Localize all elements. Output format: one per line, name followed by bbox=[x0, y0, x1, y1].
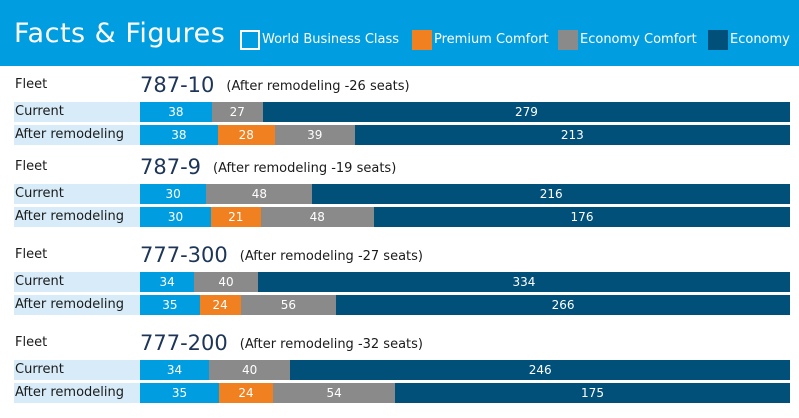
fleet-label: Fleet bbox=[15, 247, 48, 262]
header-banner: Facts & Figures World Business Class Prem… bbox=[0, 0, 799, 66]
legend-swatch bbox=[708, 30, 728, 50]
bar-segment: 279 bbox=[262, 102, 790, 122]
legend-label: Premium Comfort bbox=[434, 32, 549, 47]
bar-segment: 35 bbox=[140, 383, 219, 403]
aircraft-model: 787-10 bbox=[140, 73, 215, 97]
legend-swatch bbox=[412, 30, 432, 50]
fleet-label: Fleet bbox=[15, 77, 48, 92]
stacked-bar: 38 28 39 213 bbox=[140, 125, 790, 145]
bar-segment: 24 bbox=[218, 383, 274, 403]
aircraft-model: 787-9 bbox=[140, 155, 202, 179]
aircraft-model: 777-200 bbox=[140, 331, 228, 355]
bar-segment: 54 bbox=[273, 383, 396, 403]
bar-segment: 40 bbox=[209, 360, 291, 380]
row-label: Current bbox=[14, 184, 142, 204]
stacked-bar: 34 40 246 bbox=[140, 360, 790, 380]
aircraft-model: 777-300 bbox=[140, 243, 228, 267]
fleet-group: Fleet 787-10 (After remodeling -26 seats) C… bbox=[0, 73, 799, 160]
bar-segment: 24 bbox=[199, 295, 241, 315]
bar-segment: 30 bbox=[140, 184, 207, 204]
bar-segment: 175 bbox=[395, 383, 790, 403]
remodeling-note: (After remodeling -32 seats) bbox=[239, 337, 423, 352]
bar-segment: 213 bbox=[354, 125, 790, 145]
stacked-bar: 34 40 334 bbox=[140, 272, 790, 292]
fleet-group: Fleet 787-9 (After remodeling -19 seats) Cu… bbox=[0, 155, 799, 242]
bar-segment: 35 bbox=[140, 295, 200, 315]
bar-segment: 266 bbox=[336, 295, 790, 315]
bar-segment: 176 bbox=[374, 207, 790, 227]
bar-segment: 34 bbox=[140, 272, 195, 292]
remodeling-note: (After remodeling -27 seats) bbox=[239, 249, 423, 264]
bar-segment: 38 bbox=[140, 102, 212, 122]
bar-segment: 48 bbox=[260, 207, 374, 227]
bar-segment: 21 bbox=[210, 207, 261, 227]
bar-segment: 28 bbox=[217, 125, 275, 145]
row-label: After remodeling bbox=[14, 383, 142, 403]
bar-segment: 30 bbox=[140, 207, 211, 227]
legend-label: World Business Class bbox=[262, 32, 400, 47]
remodeling-note: (After remodeling -26 seats) bbox=[226, 79, 410, 94]
row-label: Current bbox=[14, 272, 142, 292]
fleet-group: Fleet 777-300 (After remodeling -27 seats)… bbox=[0, 243, 799, 330]
row-label: After remodeling bbox=[14, 207, 142, 227]
stacked-bar: 35 24 54 175 bbox=[140, 383, 790, 403]
bar-segment: 38 bbox=[140, 125, 218, 145]
legend-swatch bbox=[240, 30, 260, 50]
fleet-group: Fleet 777-200 (After remodeling -32 seats)… bbox=[0, 331, 799, 418]
stacked-bar: 30 48 216 bbox=[140, 184, 790, 204]
fleet-label: Fleet bbox=[15, 159, 48, 174]
bar-segment: 56 bbox=[240, 295, 337, 315]
page-title: Facts & Figures bbox=[14, 18, 226, 49]
bar-segment: 39 bbox=[274, 125, 355, 145]
bar-segment: 48 bbox=[206, 184, 313, 204]
remodeling-note: (After remodeling -19 seats) bbox=[213, 161, 397, 176]
row-label: Current bbox=[14, 360, 142, 380]
legend-swatch bbox=[558, 30, 578, 50]
fleet-label: Fleet bbox=[15, 335, 48, 350]
row-label: Current bbox=[14, 102, 142, 122]
legend-label: Economy bbox=[730, 32, 790, 47]
bar-segment: 34 bbox=[140, 360, 210, 380]
bar-segment: 27 bbox=[211, 102, 263, 122]
bar-segment: 40 bbox=[194, 272, 258, 292]
row-label: After remodeling bbox=[14, 295, 142, 315]
stacked-bar: 30 21 48 176 bbox=[140, 207, 790, 227]
bar-segment: 334 bbox=[257, 272, 790, 292]
stacked-bar: 38 27 279 bbox=[140, 102, 790, 122]
legend-label: Economy Comfort bbox=[580, 32, 697, 47]
row-label: After remodeling bbox=[14, 125, 142, 145]
stacked-bar: 35 24 56 266 bbox=[140, 295, 790, 315]
bar-segment: 216 bbox=[312, 184, 790, 204]
bar-segment: 246 bbox=[290, 360, 790, 380]
